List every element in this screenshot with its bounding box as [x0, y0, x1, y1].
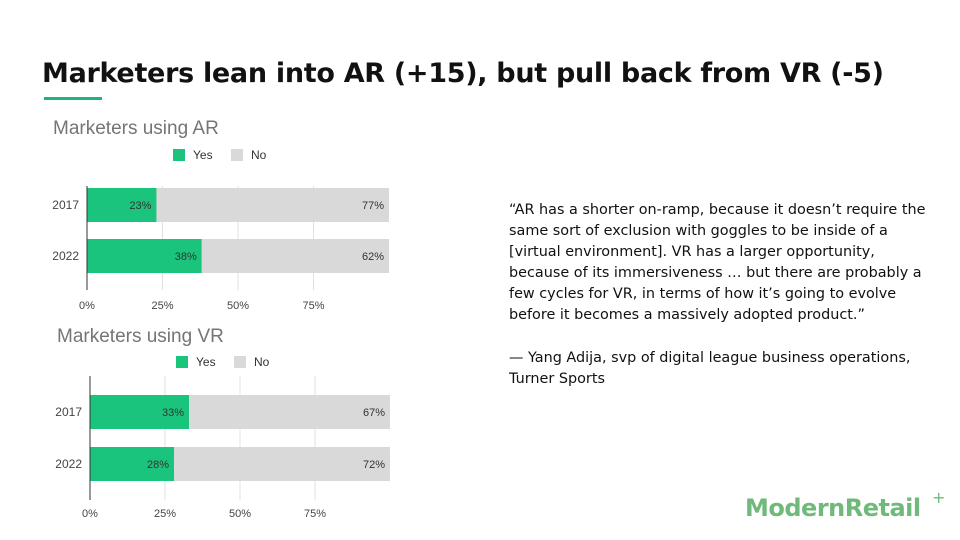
- bar-no-2022: [201, 239, 389, 273]
- logo-plus-icon: +: [932, 488, 946, 507]
- title-underline: [44, 97, 102, 100]
- data-label-yes-2022: 38%: [175, 251, 197, 263]
- x-tick-label: 25%: [151, 300, 173, 312]
- bar-yes-2017: [87, 188, 157, 222]
- x-tick-label: 0%: [79, 300, 95, 312]
- chart-title: Marketers using VR: [57, 326, 224, 347]
- vr-chart: Marketers using VR Yes No 33% 67% 2017 28% 72% 2…: [40, 318, 400, 530]
- data-label-yes-2022: 28%: [147, 459, 169, 471]
- legend-swatch-no: [234, 356, 246, 368]
- bar-yes-2022: [90, 447, 174, 481]
- data-label-yes-2017: 23%: [129, 200, 151, 212]
- ar-chart: Marketers using AR Yes No 23% 77% 2017 38% 62% 2…: [40, 110, 400, 320]
- legend-label-yes: Yes: [196, 355, 216, 369]
- x-tick-label: 25%: [154, 508, 176, 520]
- legend-swatch-no: [231, 149, 243, 161]
- bar-no-2017: [189, 395, 390, 429]
- category-label-2022: 2022: [55, 457, 82, 471]
- legend-label-yes: Yes: [193, 148, 213, 162]
- data-label-no-2022: 62%: [362, 251, 384, 263]
- category-label-2022: 2022: [52, 249, 79, 263]
- x-tick-label: 75%: [302, 300, 324, 312]
- legend-swatch-yes: [176, 356, 188, 368]
- legend-swatch-yes: [173, 149, 185, 161]
- x-tick-label: 50%: [227, 300, 249, 312]
- category-label-2017: 2017: [55, 405, 82, 419]
- category-label-2017: 2017: [52, 198, 79, 212]
- bar-no-2022: [174, 447, 390, 481]
- x-tick-label: 0%: [82, 508, 98, 520]
- bar-no-2017: [156, 188, 389, 222]
- bar-yes-2022: [87, 239, 202, 273]
- x-tick-label: 75%: [304, 508, 326, 520]
- x-tick-label: 50%: [229, 508, 251, 520]
- quote-block: “AR has a shorter on-ramp, because it do…: [509, 200, 939, 390]
- quote-attribution: — Yang Adija, svp of digital league busi…: [509, 350, 911, 387]
- data-label-no-2017: 77%: [362, 200, 384, 212]
- chart-svg: Marketers using VR Yes No 33% 67% 2017 28% 72% 2…: [55, 326, 390, 520]
- chart-svg: Marketers using AR Yes No 23% 77% 2017 38% 62% 2…: [52, 118, 389, 312]
- slide-title: Marketers lean into AR (+15), but pull b…: [42, 58, 884, 89]
- data-label-yes-2017: 33%: [162, 407, 184, 419]
- modern-retail-logo: ModernRetail: [745, 494, 921, 522]
- legend-label-no: No: [251, 148, 267, 162]
- bar-yes-2017: [90, 395, 189, 429]
- quote-text: “AR has a shorter on-ramp, because it do…: [509, 202, 926, 323]
- legend-label-no: No: [254, 355, 270, 369]
- data-label-no-2017: 67%: [363, 407, 385, 419]
- chart-title: Marketers using AR: [53, 118, 219, 139]
- data-label-no-2022: 72%: [363, 459, 385, 471]
